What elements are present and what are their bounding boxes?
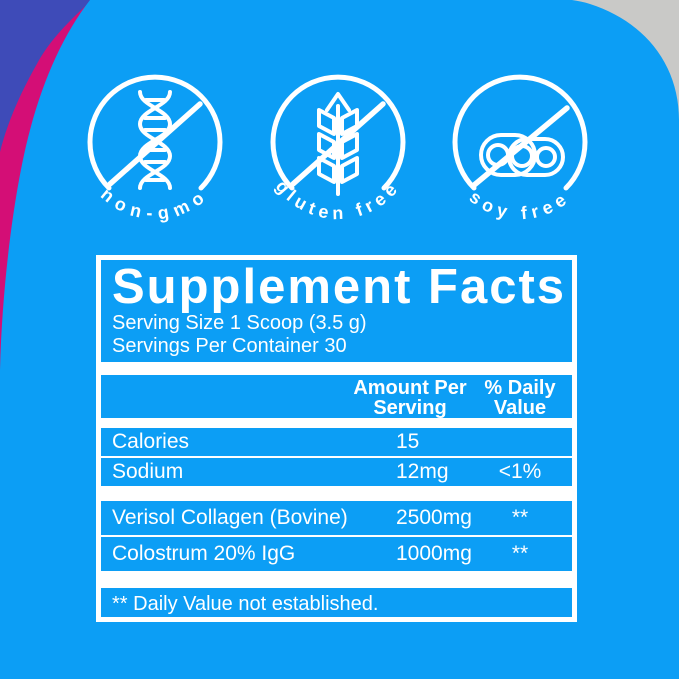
badge-soy-free: soy free bbox=[452, 74, 588, 224]
row-separator bbox=[101, 456, 572, 458]
table-row-sodium: Sodium 12mg <1% bbox=[101, 458, 572, 486]
table-row-verisol-collagen: Verisol Collagen (Bovine) 2500mg ** bbox=[101, 501, 572, 535]
row-separator bbox=[101, 535, 572, 537]
badge-label: soy free bbox=[466, 187, 574, 224]
nutrient-amount: 1000mg bbox=[396, 542, 472, 565]
nutrient-name: Sodium bbox=[112, 460, 184, 483]
supplement-facts-panel: Supplement Facts Serving Size 1 Scoop (3… bbox=[96, 255, 577, 622]
badge-gluten-free: gluten free bbox=[270, 74, 406, 223]
nutrient-amount: 12mg bbox=[396, 460, 449, 483]
magenta-corner-shape bbox=[0, 0, 120, 400]
nutrient-name: Colostrum 20% IgG bbox=[112, 542, 296, 565]
badge-ring bbox=[87, 74, 223, 191]
divider-bar bbox=[101, 486, 572, 501]
daily-value-footnote: ** Daily Value not established. bbox=[112, 593, 379, 615]
amount-per-serving-header: Amount Per Serving bbox=[353, 377, 467, 419]
divider-bar bbox=[101, 418, 572, 428]
nutrient-name: Verisol Collagen (Bovine) bbox=[112, 506, 348, 529]
indigo-corner-shape bbox=[0, 0, 92, 152]
divider-bar bbox=[101, 571, 572, 588]
nutrient-amount: 15 bbox=[396, 430, 420, 453]
servings-per-container-text: Servings Per Container 30 bbox=[112, 335, 347, 357]
column-header-row: Amount Per Serving % Daily Value bbox=[101, 375, 572, 418]
header-spacer bbox=[112, 378, 340, 418]
table-row-colostrum: Colostrum 20% IgG 1000mg ** bbox=[101, 537, 572, 571]
table-row-calories: Calories 15 bbox=[101, 428, 572, 456]
daily-value-header: % Daily Value bbox=[484, 377, 556, 419]
badge-ring bbox=[270, 74, 406, 191]
nutrient-amount: 2500mg bbox=[396, 506, 472, 529]
nutrient-daily-value: ** bbox=[511, 542, 529, 565]
badge-ring bbox=[452, 74, 588, 191]
soybean-crossed-icon bbox=[470, 105, 570, 189]
wheat-crossed-icon bbox=[290, 92, 386, 196]
nutrient-daily-value: <1% bbox=[498, 460, 542, 483]
serving-size-text: Serving Size 1 Scoop (3.5 g) bbox=[112, 312, 367, 334]
panel-title: Supplement Facts bbox=[112, 260, 567, 314]
dna-crossed-icon bbox=[107, 90, 203, 190]
badge-label: non-gmo bbox=[97, 184, 213, 224]
nutrient-name: Calories bbox=[112, 430, 190, 453]
nutrient-daily-value: ** bbox=[511, 506, 529, 529]
badge-non-gmo: non-gmo bbox=[87, 74, 223, 224]
divider-bar bbox=[101, 362, 572, 375]
